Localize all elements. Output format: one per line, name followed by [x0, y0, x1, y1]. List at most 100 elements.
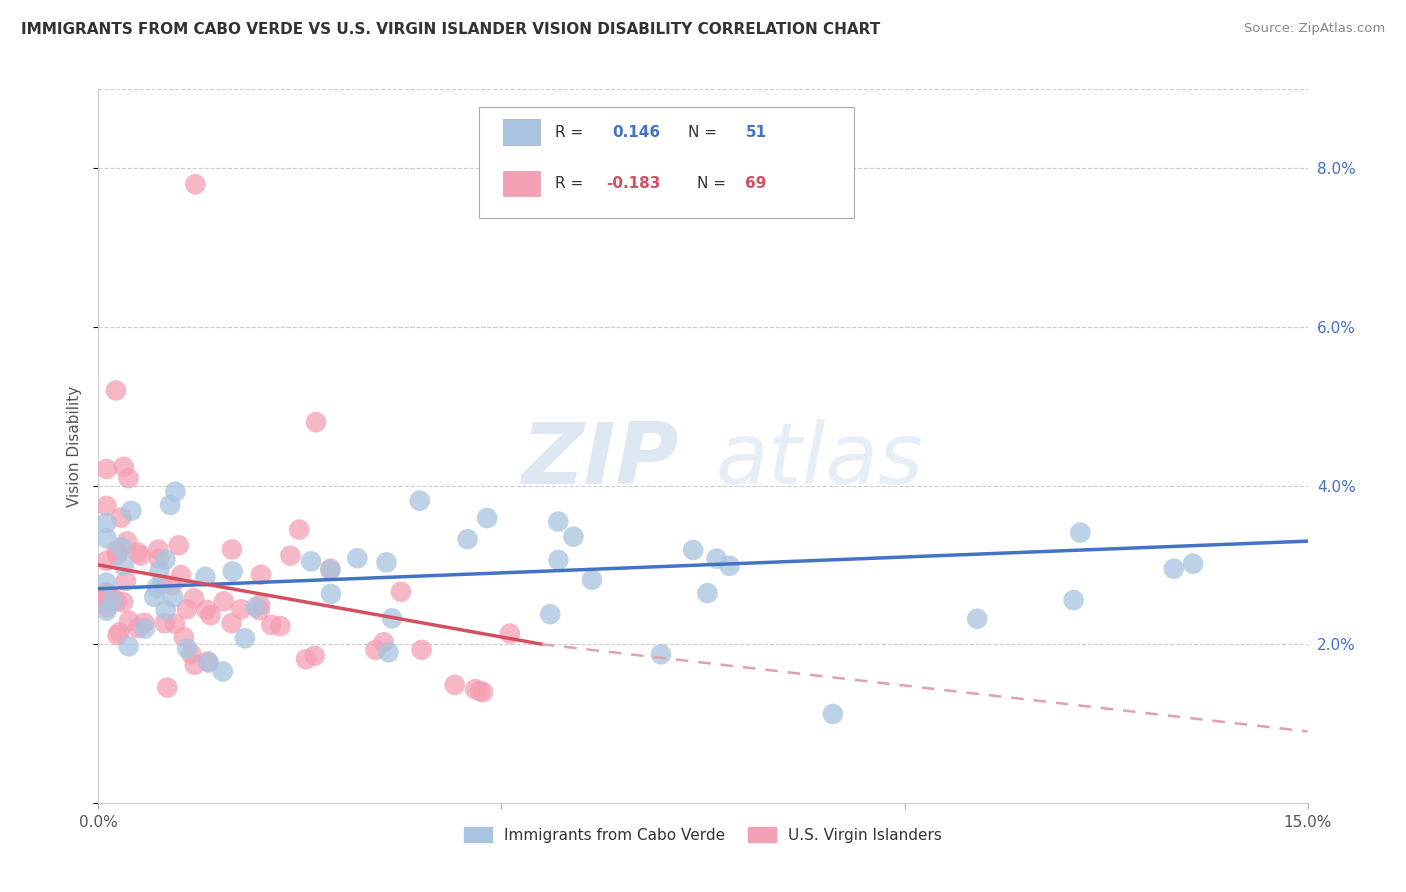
Point [718, 558, 741, 573]
Point [280, 549, 302, 563]
Point [115, 534, 138, 549]
Point [156, 681, 179, 695]
Point [118, 614, 141, 628]
Point [1063, 593, 1085, 607]
Point [162, 591, 184, 605]
Text: atlas: atlas [716, 418, 924, 502]
Legend: Immigrants from Cabo Verde, U.S. Virgin Islanders: Immigrants from Cabo Verde, U.S. Virgin … [458, 821, 948, 848]
Point [211, 665, 233, 679]
Point [127, 545, 149, 559]
Text: 0.146: 0.146 [613, 125, 661, 139]
Point [249, 598, 271, 612]
Point [167, 538, 190, 552]
Point [159, 498, 181, 512]
Point [110, 510, 132, 524]
Point [200, 608, 222, 623]
Point [457, 532, 479, 546]
Point [165, 484, 187, 499]
Y-axis label: Vision Disability: Vision Disability [67, 385, 83, 507]
Text: R =: R = [555, 125, 589, 139]
Point [375, 556, 398, 570]
Point [1163, 562, 1185, 576]
Text: R =: R = [555, 176, 589, 191]
Text: -0.183: -0.183 [606, 176, 661, 191]
Point [295, 652, 318, 666]
Point [112, 595, 135, 609]
Point [377, 645, 399, 659]
Point [105, 548, 128, 562]
Point [148, 542, 170, 557]
Point [183, 591, 205, 606]
Point [180, 647, 202, 661]
Point [96, 516, 118, 530]
Point [269, 619, 291, 633]
Point [96, 600, 118, 615]
Point [111, 541, 134, 555]
Text: Source: ZipAtlas.com: Source: ZipAtlas.com [1244, 22, 1385, 36]
Point [562, 530, 585, 544]
Point [96, 591, 118, 606]
Point [197, 654, 219, 668]
Point [184, 657, 207, 672]
Point [443, 678, 465, 692]
Point [96, 575, 118, 590]
Point [547, 515, 569, 529]
Point [195, 603, 218, 617]
Point [129, 549, 152, 563]
Point [475, 511, 498, 525]
Point [346, 551, 368, 566]
Point [155, 552, 177, 566]
Point [112, 558, 135, 573]
FancyBboxPatch shape [503, 120, 540, 145]
Text: 69: 69 [745, 176, 766, 191]
Point [1069, 525, 1091, 540]
Point [96, 499, 118, 513]
Point [160, 578, 183, 592]
Point [134, 622, 156, 636]
Point [538, 607, 561, 622]
Point [96, 462, 118, 476]
Point [231, 602, 253, 616]
Point [184, 178, 207, 192]
Point [381, 611, 404, 625]
Point [173, 630, 195, 644]
Point [221, 565, 243, 579]
Point [581, 573, 603, 587]
Point [650, 648, 672, 662]
Point [127, 621, 149, 635]
Point [96, 591, 118, 606]
Point [682, 543, 704, 558]
Point [194, 570, 217, 584]
Point [118, 639, 141, 653]
Point [96, 554, 118, 568]
Point [472, 685, 495, 699]
Point [212, 594, 235, 608]
Point [706, 551, 728, 566]
Point [104, 384, 127, 398]
Point [299, 554, 322, 568]
Point [464, 682, 486, 697]
FancyBboxPatch shape [503, 170, 540, 196]
Point [170, 568, 193, 582]
Point [696, 586, 718, 600]
Point [304, 648, 326, 663]
Point [176, 602, 198, 616]
Point [197, 656, 219, 670]
Point [468, 684, 491, 698]
Point [305, 415, 328, 429]
Point [250, 567, 273, 582]
Point [165, 616, 187, 631]
Point [96, 531, 118, 545]
Point [547, 553, 569, 567]
Point [107, 628, 129, 642]
Point [411, 643, 433, 657]
Point [389, 584, 412, 599]
Point [96, 585, 118, 599]
Point [96, 598, 118, 612]
Point [155, 603, 177, 617]
Point [112, 459, 135, 474]
Point [115, 574, 138, 588]
Point [260, 618, 283, 632]
Point [364, 643, 387, 657]
Point [221, 542, 243, 557]
